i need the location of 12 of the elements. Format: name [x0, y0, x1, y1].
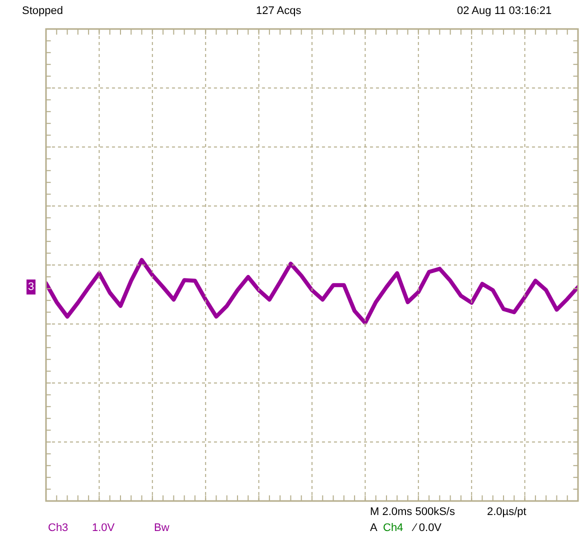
text: Ch4	[383, 522, 404, 534]
text: 127 Acqs	[256, 5, 302, 17]
text: M 2.0ms 500kS/s	[370, 506, 456, 518]
text: 1.0V	[92, 522, 116, 534]
text: 02 Aug 11 03:16:21	[457, 5, 552, 17]
text: A	[370, 522, 378, 534]
text: Bw	[154, 522, 170, 534]
text: Ch3	[48, 522, 68, 534]
text: ⁄ 0.0V	[411, 522, 442, 534]
text: Stopped	[22, 5, 63, 17]
text: 3	[28, 281, 34, 293]
text: 2.0µs/pt	[487, 506, 526, 518]
